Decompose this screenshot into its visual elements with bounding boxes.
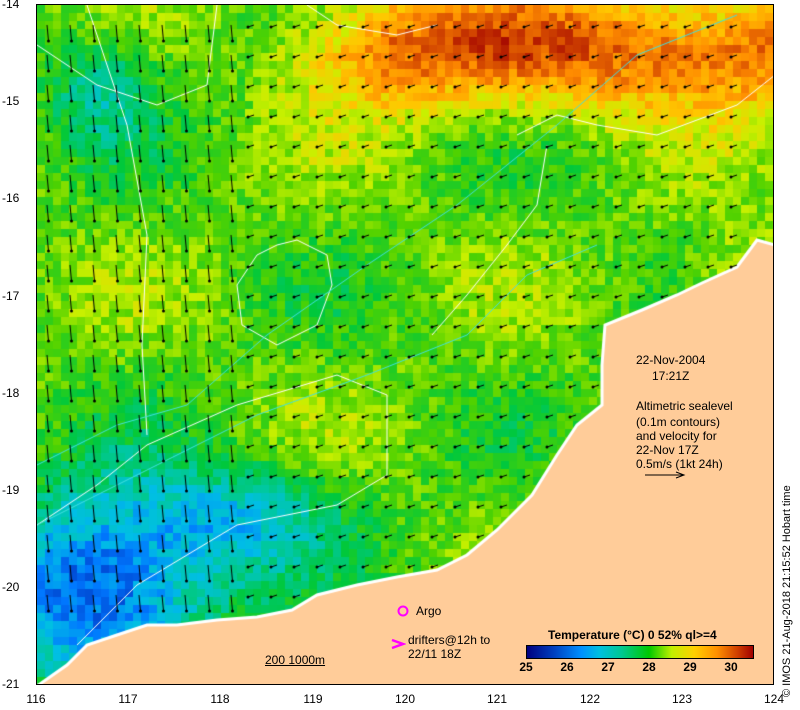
x-tick: 122	[579, 692, 601, 706]
y-tick: -15	[2, 94, 20, 108]
drifter-marker-icon	[391, 638, 406, 650]
altimetry-line: Altimetric sealevel	[636, 399, 733, 413]
argo-marker-icon	[397, 605, 409, 617]
velocity-scale-arrow-icon	[645, 471, 686, 479]
x-tick: 120	[394, 692, 416, 706]
x-tick: 123	[671, 692, 693, 706]
time-label: 17:21Z	[652, 369, 690, 383]
date-label: 22-Nov-2004	[636, 353, 706, 367]
altimetry-line: and velocity for	[636, 429, 717, 443]
colorbar-tick: 29	[683, 660, 697, 674]
x-tick: 118	[210, 692, 230, 706]
colorbar-tick: 26	[560, 660, 574, 674]
sst-field-canvas	[37, 5, 773, 684]
x-tick: 117	[118, 692, 138, 706]
drifters-label: 22/11 18Z	[408, 647, 462, 661]
colorbar-tick: 25	[519, 660, 533, 674]
colorbar-tick: 28	[642, 660, 656, 674]
colorbar-tick: 27	[601, 660, 615, 674]
x-tick: 124	[763, 692, 785, 706]
argo-label: Argo	[416, 604, 442, 618]
credit-label: © IMOS 21-Aug-2018 21:15:52 Hobart time	[781, 485, 793, 697]
y-tick: -19	[2, 483, 20, 497]
x-tick: 119	[303, 692, 323, 706]
sst-map	[36, 4, 774, 685]
x-tick: 121	[486, 692, 508, 706]
altimetry-line: 22-Nov 17Z	[636, 443, 699, 457]
altimetry-line: 0.5m/s (1kt 24h)	[636, 457, 723, 471]
colorbar-title: Temperature (°C) 0 52% ql>=4	[548, 628, 717, 642]
drifters-label: drifters@12h to	[408, 633, 491, 647]
altimetry-line: (0.1m contours)	[636, 415, 721, 429]
y-tick: -21	[2, 677, 20, 691]
x-tick: 116	[26, 692, 46, 706]
y-tick: -20	[2, 580, 20, 594]
isobath-scale-label: 200 1000m	[265, 653, 326, 667]
y-tick: -17	[2, 289, 20, 303]
y-tick: -18	[2, 386, 20, 400]
temperature-colorbar	[526, 645, 754, 659]
y-tick: -16	[2, 191, 20, 205]
colorbar-tick: 30	[724, 660, 738, 674]
y-tick: -14	[2, 0, 20, 11]
